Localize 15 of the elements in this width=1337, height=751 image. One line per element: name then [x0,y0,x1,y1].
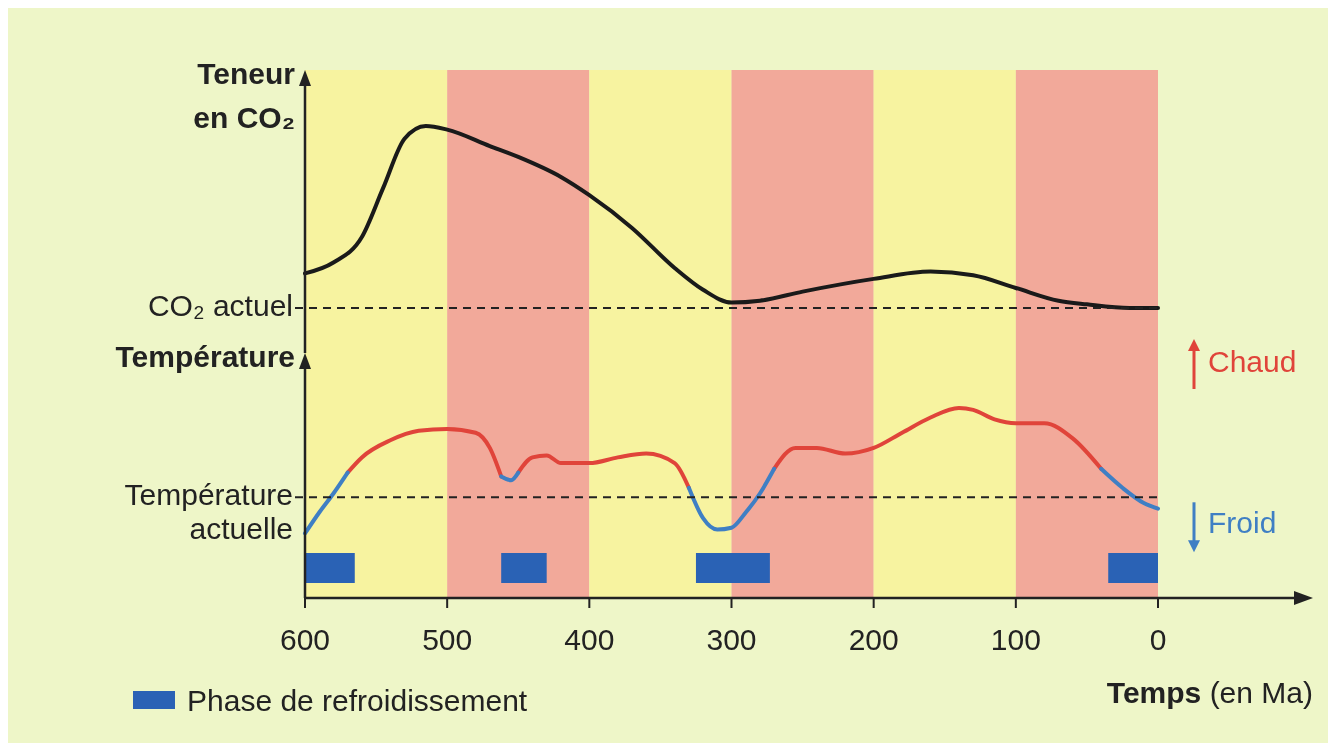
legend-label: Phase de refroidissement [187,684,528,717]
y-axis-title: Teneur en CO₂ [193,57,296,134]
x-tick-label: 400 [564,623,615,656]
ref-line-label: Température actuelle [124,478,293,546]
x-tick-label: 0 [1149,623,1167,656]
x-tick-label: 200 [848,623,899,656]
x-tick-label: 300 [706,623,757,656]
x-tick-label: 500 [422,623,473,656]
x-tick-label: 600 [279,623,331,656]
y-axis-title: Température [115,340,295,373]
x-axis-title: Temps (en Ma) [1106,676,1313,709]
text: Froid [1208,506,1277,540]
text: Chaud [1208,345,1297,378]
x-tick-label: 100 [990,623,1041,656]
ref-line-label: CO₂ actuel [147,289,293,322]
